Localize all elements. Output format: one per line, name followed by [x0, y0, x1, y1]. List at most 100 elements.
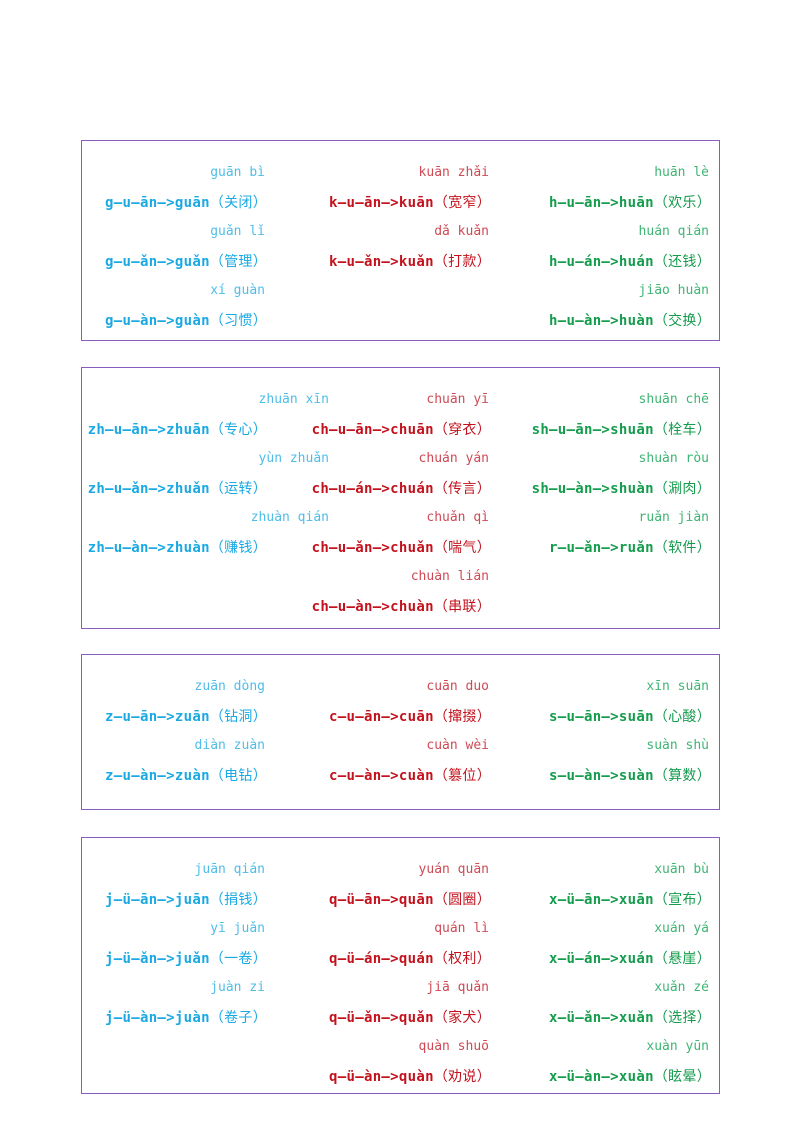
formula-text: z—u—àn—>zuàn	[105, 768, 210, 784]
formula-text: x—ü—ān—>xuān	[549, 892, 654, 908]
formula-text: q—ü—àn—>quàn	[329, 1069, 434, 1085]
pinyin-label: jiāo huàn	[638, 283, 709, 298]
formula-text: q—ü—ān—>quān	[329, 892, 434, 908]
formula-text: h—u—ān—>huān	[549, 195, 654, 211]
hanzi-word: （宽窄）	[433, 195, 491, 211]
spelling-formula: j—ü—àn—>juàn（卷子）	[105, 1009, 267, 1027]
hanzi-word: （穿衣）	[433, 422, 491, 438]
hanzi-word: （圆圈）	[433, 892, 491, 908]
hanzi-word: （管理）	[209, 254, 267, 270]
formula-text: g—u—àn—>guàn	[105, 313, 210, 329]
formula-text: ch—u—ǎn—>chuǎn	[311, 540, 434, 556]
pinyin-label: zhuān xīn	[258, 392, 329, 407]
hanzi-word: （算数）	[653, 768, 711, 784]
spelling-formula: h—u—án—>huán（还钱）	[549, 253, 711, 271]
hanzi-word: （欢乐）	[653, 195, 711, 211]
spelling-formula: h—u—ān—>huān（欢乐）	[549, 194, 711, 212]
spelling-formula: j—ü—ān—>juān（捐钱）	[105, 891, 267, 909]
formula-text: x—ü—án—>xuán	[549, 951, 654, 967]
formula-text: x—ü—ǎn—>xuǎn	[549, 1010, 654, 1026]
formula-text: g—u—ǎn—>guǎn	[105, 254, 210, 270]
hanzi-word: （悬崖）	[653, 951, 711, 967]
hanzi-word: （权利）	[433, 951, 491, 967]
hanzi-word: （运转）	[209, 481, 267, 497]
hanzi-word: （心酸）	[653, 709, 711, 725]
formula-text: j—ü—àn—>juàn	[105, 1010, 210, 1026]
spelling-row: zhuān xīn zh—u—ān—>zhuān（专心） chuān yī ch—…	[82, 378, 719, 439]
formula-text: ch—u—ān—>chuān	[311, 422, 434, 438]
formula-text: sh—u—àn—>shuàn	[531, 481, 654, 497]
spelling-row: diàn zuàn z—u—àn—>zuàn（电钻） cuàn wèi c—u—à…	[82, 724, 719, 785]
hanzi-word: （劝说）	[433, 1069, 491, 1085]
spelling-formula: x—ü—àn—>xuàn（眩晕）	[549, 1068, 711, 1086]
hanzi-word: （串联）	[433, 599, 491, 615]
formula-text: h—u—àn—>huàn	[549, 313, 654, 329]
spelling-formula: c—u—ān—>cuān（撺掇）	[329, 708, 491, 726]
spelling-row: chuàn lián ch—u—àn—>chuàn（串联）	[82, 555, 719, 616]
formula-text: s—u—àn—>suàn	[549, 768, 654, 784]
spelling-formula: zh—u—ǎn—>zhuǎn（运转）	[88, 480, 267, 498]
pinyin-label: quàn shuō	[418, 1039, 489, 1054]
spelling-formula: j—ü—ǎn—>juǎn（一卷）	[105, 950, 267, 968]
formula-text: q—ü—ǎn—>quǎn	[329, 1010, 434, 1026]
spelling-formula: zh—u—ān—>zhuān（专心）	[88, 421, 267, 439]
pinyin-label: guān bì	[210, 165, 265, 180]
spelling-formula: x—ü—ān—>xuān（宣布）	[549, 891, 711, 909]
pinyin-label: xuàn yūn	[646, 1039, 709, 1054]
pinyin-label: zuān dòng	[194, 679, 265, 694]
formula-text: zh—u—ǎn—>zhuǎn	[87, 481, 210, 497]
pinyin-label: xuán yá	[654, 921, 709, 936]
pinyin-label: xuǎn zé	[654, 980, 709, 995]
formula-text: s—u—ān—>suān	[549, 709, 654, 725]
pinyin-label: chuǎn qì	[426, 510, 489, 525]
pinyin-label: kuān zhǎi	[418, 165, 489, 180]
spelling-formula: k—u—ǎn—>kuǎn（打款）	[329, 253, 491, 271]
spelling-formula: sh—u—ān—>shuān（栓车）	[532, 421, 711, 439]
pinyin-label: yùn zhuǎn	[258, 451, 329, 466]
hanzi-word: （关闭）	[209, 195, 267, 211]
spelling-formula: ch—u—àn—>chuàn（串联）	[312, 598, 491, 616]
spelling-row: yùn zhuǎn zh—u—ǎn—>zhuǎn（运转） chuán yán ch…	[82, 437, 719, 498]
spelling-row: guǎn lǐ g—u—ǎn—>guǎn（管理） dǎ kuǎn k—u—ǎn—>…	[82, 210, 719, 271]
spelling-formula: h—u—àn—>huàn（交换）	[549, 312, 711, 330]
spelling-formula: q—ü—án—>quán（权利）	[329, 950, 491, 968]
pinyin-label: guǎn lǐ	[210, 224, 265, 239]
pinyin-label: zhuàn qián	[250, 510, 329, 525]
spelling-formula: ch—u—ǎn—>chuǎn（喘气）	[312, 539, 491, 557]
spelling-formula: s—u—àn—>suàn（算数）	[549, 767, 711, 785]
spelling-formula: q—ü—ǎn—>quǎn（家犬）	[329, 1009, 491, 1027]
hanzi-word: （交换）	[653, 313, 711, 329]
formula-text: c—u—ān—>cuān	[329, 709, 434, 725]
formula-text: k—u—ǎn—>kuǎn	[329, 254, 434, 270]
hanzi-word: （撺掇）	[433, 709, 491, 725]
pinyin-label: yuán quān	[418, 862, 489, 877]
hanzi-word: （电钻）	[209, 768, 267, 784]
pinyin-label: huán qián	[638, 224, 709, 239]
pinyin-label: diàn zuàn	[194, 738, 265, 753]
spelling-box-3: zuān dòng z—u—ān—>zuān（钻洞） cuān duo c—u—ā…	[81, 654, 720, 810]
hanzi-word: （专心）	[209, 422, 267, 438]
spelling-row: zuān dòng z—u—ān—>zuān（钻洞） cuān duo c—u—ā…	[82, 665, 719, 726]
spelling-row: guān bì g—u—ān—>guān（关闭） kuān zhǎi k—u—ān…	[82, 151, 719, 212]
pinyin-label: ruǎn jiàn	[638, 510, 709, 525]
spelling-row: juān qián j—ü—ān—>juān（捐钱） yuán quān q—ü—…	[82, 848, 719, 909]
pinyin-label: juàn zi	[210, 980, 265, 995]
hanzi-word: （打款）	[433, 254, 491, 270]
spelling-formula: r—u—ǎn—>ruǎn（软件）	[549, 539, 711, 557]
spelling-formula: g—u—àn—>guàn（习惯）	[105, 312, 267, 330]
formula-text: g—u—ān—>guān	[105, 195, 210, 211]
pinyin-label: dǎ kuǎn	[434, 224, 489, 239]
hanzi-word: （眩晕）	[653, 1069, 711, 1085]
spelling-box-2: zhuān xīn zh—u—ān—>zhuān（专心） chuān yī ch—…	[81, 367, 720, 629]
formula-text: j—ü—ǎn—>juǎn	[105, 951, 210, 967]
spelling-formula: q—ü—ān—>quān（圆圈）	[329, 891, 491, 909]
formula-text: j—ü—ān—>juān	[105, 892, 210, 908]
formula-text: r—u—ǎn—>ruǎn	[549, 540, 654, 556]
pinyin-label: chuàn lián	[410, 569, 489, 584]
formula-text: h—u—án—>huán	[549, 254, 654, 270]
spelling-box-1: guān bì g—u—ān—>guān（关闭） kuān zhǎi k—u—ān…	[81, 140, 720, 341]
hanzi-word: （篡位）	[433, 768, 491, 784]
pinyin-label: xīn suān	[646, 679, 709, 694]
formula-text: z—u—ān—>zuān	[105, 709, 210, 725]
spelling-formula: g—u—ān—>guān（关闭）	[105, 194, 267, 212]
